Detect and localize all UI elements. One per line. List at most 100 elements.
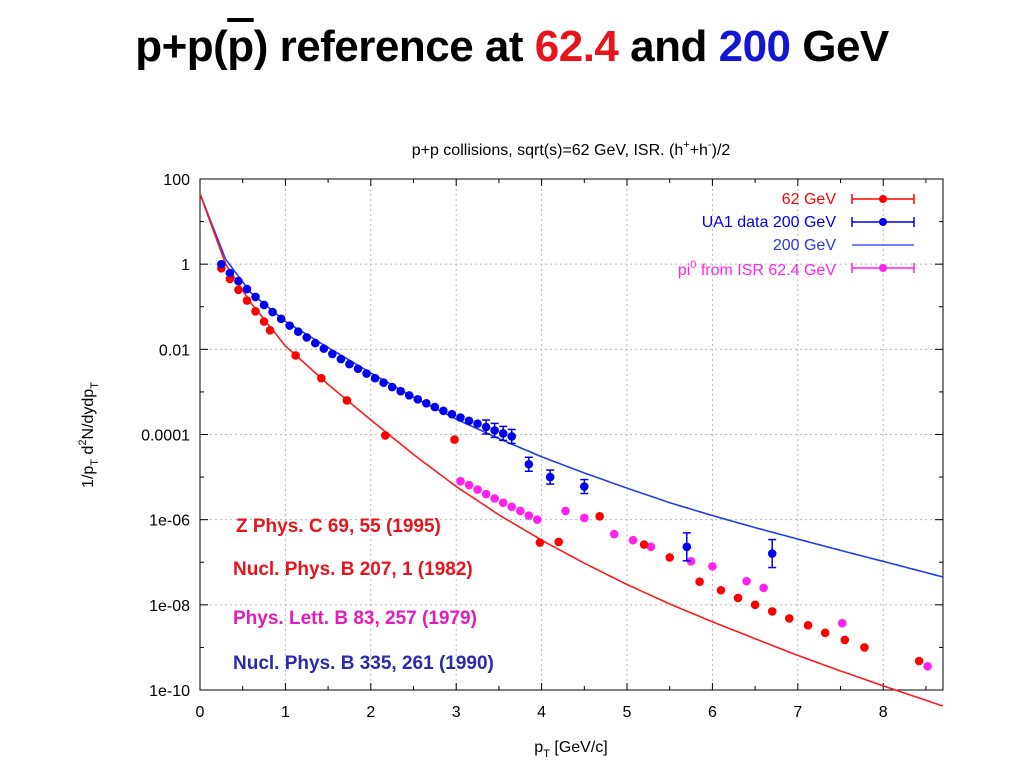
point-ua1 (396, 386, 405, 396)
point-pi0 (515, 506, 525, 516)
x-tick-label: 4 (537, 704, 546, 721)
point-62gev (450, 435, 459, 444)
legend-marker-ua1 (851, 217, 915, 227)
point-pi0 (490, 494, 499, 503)
point-62gev (820, 628, 830, 638)
point-ua1 (682, 542, 692, 552)
point-ua1 (404, 391, 414, 400)
y-tick-label: 1e-06 (149, 513, 190, 530)
point-62gev (259, 317, 269, 326)
point-62gev (242, 296, 252, 305)
x-tick-label: 7 (793, 704, 802, 721)
legend-marker-62gev (851, 194, 915, 204)
point-ua1 (498, 429, 508, 438)
point-62gev (914, 656, 924, 666)
legend-label-200gev: 200 GeV (773, 237, 836, 254)
point-ua1 (328, 349, 337, 359)
point-ua1 (276, 314, 286, 324)
x-tick-label: 5 (623, 704, 632, 721)
point-pi0 (686, 557, 696, 566)
x-tick-label: 3 (452, 704, 461, 721)
chart-title: p+p collisions, sqrt(s)=62 GeV, ISR. (h+… (412, 139, 731, 159)
point-ua1 (545, 472, 555, 482)
x-tick-label: 2 (366, 704, 375, 721)
point-ua1 (413, 395, 423, 404)
point-pi0 (473, 485, 482, 494)
reference-nucl-phys-b-335: Nucl. Phys. B 335, 261 (1990) (233, 653, 494, 674)
point-62gev (251, 307, 260, 316)
point-ua1 (268, 307, 277, 317)
point-62gev (535, 538, 545, 547)
point-ua1 (422, 399, 431, 408)
x-axis-label: pT [GeV/c] (534, 739, 607, 760)
point-62gev (265, 325, 275, 335)
y-tick-label: 0.01 (159, 342, 190, 359)
point-62gev (716, 585, 726, 595)
y-tick-label: 0.0001 (141, 428, 190, 445)
point-62gev (234, 285, 243, 295)
point-ua1 (430, 402, 440, 412)
point-ua1 (473, 419, 482, 428)
point-ua1 (234, 276, 243, 286)
point-pi0 (533, 515, 542, 524)
point-pi0 (628, 535, 638, 545)
axis-ticks: 0 1 2 3 4 5 6 7 8 1e-10 1e-08 1e-06 0.0001 0.01 1 100 (141, 172, 943, 721)
point-ua1 (353, 364, 363, 374)
point-ua1 (439, 406, 448, 416)
point-62gev (750, 600, 760, 610)
point-62gev (554, 537, 563, 547)
y-tick-label: 1e-10 (149, 683, 190, 700)
point-ua1 (464, 416, 474, 426)
point-pi0 (708, 562, 717, 571)
x-tick-label: 1 (281, 704, 290, 721)
point-pi0 (524, 511, 534, 520)
slide-title: p+p(p) reference at 62.4 and 200 GeV (0, 22, 1024, 72)
legend-label-ua1: UA1 data 200 GeV (702, 214, 837, 231)
title-part2: ) reference at (253, 22, 535, 71)
y-tick-label: 1 (181, 257, 190, 274)
point-62gev (225, 274, 235, 284)
point-ua1 (362, 369, 371, 378)
point-ua1 (490, 426, 499, 435)
reference-z-phys-c: Z Phys. C 69, 55 (1995) (236, 516, 441, 537)
point-ua1 (217, 259, 226, 269)
title-unit: GeV (790, 22, 889, 71)
point-pi0 (646, 542, 656, 552)
point-ua1 (310, 338, 320, 348)
point-ua1 (481, 422, 491, 432)
point-pi0 (742, 576, 751, 586)
point-62gev (733, 593, 743, 603)
point-62gev (316, 373, 326, 383)
point-pi0 (498, 498, 508, 508)
point-ua1 (507, 432, 517, 441)
x-tick-label: 8 (879, 704, 888, 721)
point-62gev (784, 614, 794, 623)
point-pi0 (580, 513, 589, 523)
title-pbar: p (227, 22, 254, 71)
point-62gev (595, 511, 604, 521)
title-part1: p+p( (135, 22, 228, 71)
point-ua1 (293, 327, 303, 336)
point-ua1 (336, 354, 346, 364)
point-62gev (639, 540, 649, 549)
legend-marker-pi0 (851, 263, 915, 273)
point-pi0 (507, 502, 517, 512)
point-62gev (803, 621, 813, 630)
point-ua1 (387, 382, 397, 392)
point-ua1 (242, 284, 252, 294)
x-tick-label: 6 (708, 704, 717, 721)
point-pi0 (609, 529, 619, 539)
point-62gev (840, 635, 850, 645)
point-62gev (695, 577, 704, 586)
point-ua1 (767, 549, 777, 558)
chart-legend: 62 GeV UA1 data 200 GeV 200 GeV pi0 from… (678, 191, 915, 279)
data-points (217, 259, 932, 671)
title-energy-200: 200 (718, 22, 791, 71)
point-62gev (665, 553, 675, 562)
point-pi0 (481, 489, 491, 499)
point-pi0 (456, 476, 465, 486)
point-pi0 (561, 506, 570, 516)
point-ua1 (456, 413, 465, 422)
point-pi0 (759, 583, 768, 593)
